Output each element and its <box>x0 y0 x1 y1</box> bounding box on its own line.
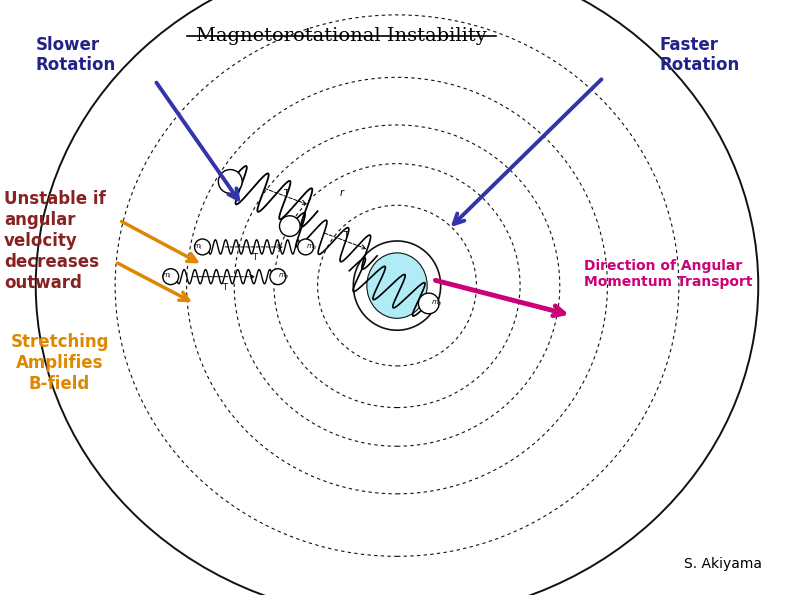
Text: Faster
Rotation: Faster Rotation <box>659 36 739 74</box>
Text: Slower
Rotation: Slower Rotation <box>36 36 116 74</box>
Text: $m_o$: $m_o$ <box>306 242 318 252</box>
Text: Direction of Angular
Momentum Transport: Direction of Angular Momentum Transport <box>584 259 752 289</box>
Ellipse shape <box>195 239 210 255</box>
Ellipse shape <box>270 269 286 284</box>
Text: Unstable if
angular
velocity
decreases
outward: Unstable if angular velocity decreases o… <box>4 190 106 292</box>
Text: $m_i$: $m_i$ <box>162 272 172 281</box>
Ellipse shape <box>367 253 427 318</box>
Text: T: T <box>222 283 227 292</box>
Ellipse shape <box>279 216 300 236</box>
Text: r: r <box>339 189 344 198</box>
Text: T: T <box>283 189 288 198</box>
Text: T: T <box>343 231 348 240</box>
Text: S. Akiyama: S. Akiyama <box>684 557 762 571</box>
Text: Stretching
Amplifies
B-field: Stretching Amplifies B-field <box>10 333 109 393</box>
Text: $m_i$: $m_i$ <box>194 242 203 252</box>
Ellipse shape <box>163 269 179 284</box>
Text: T: T <box>252 253 256 262</box>
Text: $m_o$: $m_o$ <box>279 272 290 281</box>
Ellipse shape <box>418 293 439 314</box>
Text: $m_o$: $m_o$ <box>431 299 442 308</box>
Ellipse shape <box>298 239 314 255</box>
Ellipse shape <box>218 170 242 193</box>
Text: Magnetorotational Instability: Magnetorotational Instability <box>196 27 487 45</box>
